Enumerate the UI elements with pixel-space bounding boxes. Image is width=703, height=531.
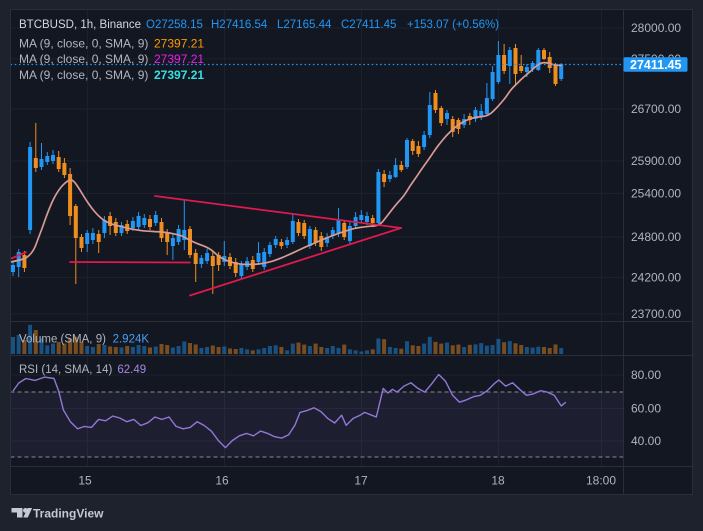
svg-text:80.00: 80.00 <box>631 368 661 382</box>
svg-text:RSI (14, SMA, 14) 62.49: RSI (14, SMA, 14) 62.49 <box>19 364 146 376</box>
svg-text:18: 18 <box>491 474 505 488</box>
svg-text:MA (9, close, 0, SMA, 9) 27397: MA (9, close, 0, SMA, 9) 27397.21 <box>19 52 204 66</box>
svg-text:17: 17 <box>354 474 368 488</box>
svg-text:MA (9, close, 0, SMA, 9) 27397: MA (9, close, 0, SMA, 9) 27397.21 <box>19 36 204 50</box>
svg-text:28000.00: 28000.00 <box>631 21 681 35</box>
svg-text:15: 15 <box>78 474 92 488</box>
svg-text:TradingView: TradingView <box>33 506 104 520</box>
svg-text:18:00: 18:00 <box>586 474 616 488</box>
svg-text:Volume (SMA, 9) 2.924K: Volume (SMA, 9) 2.924K <box>19 334 149 346</box>
svg-text:25900.00: 25900.00 <box>631 154 681 168</box>
svg-text:27411.45: 27411.45 <box>630 58 681 72</box>
svg-text:40.00: 40.00 <box>631 434 661 448</box>
svg-text:24800.00: 24800.00 <box>631 230 681 244</box>
svg-text:25400.00: 25400.00 <box>631 187 681 201</box>
svg-text:24200.00: 24200.00 <box>631 271 681 285</box>
svg-text:16: 16 <box>215 474 229 488</box>
svg-text:MA (9, close, 0, SMA, 9) 27397: MA (9, close, 0, SMA, 9) 27397.21 <box>19 68 204 82</box>
svg-text:23700.00: 23700.00 <box>631 307 681 321</box>
svg-text:60.00: 60.00 <box>631 402 661 416</box>
svg-text:26700.00: 26700.00 <box>631 102 681 116</box>
